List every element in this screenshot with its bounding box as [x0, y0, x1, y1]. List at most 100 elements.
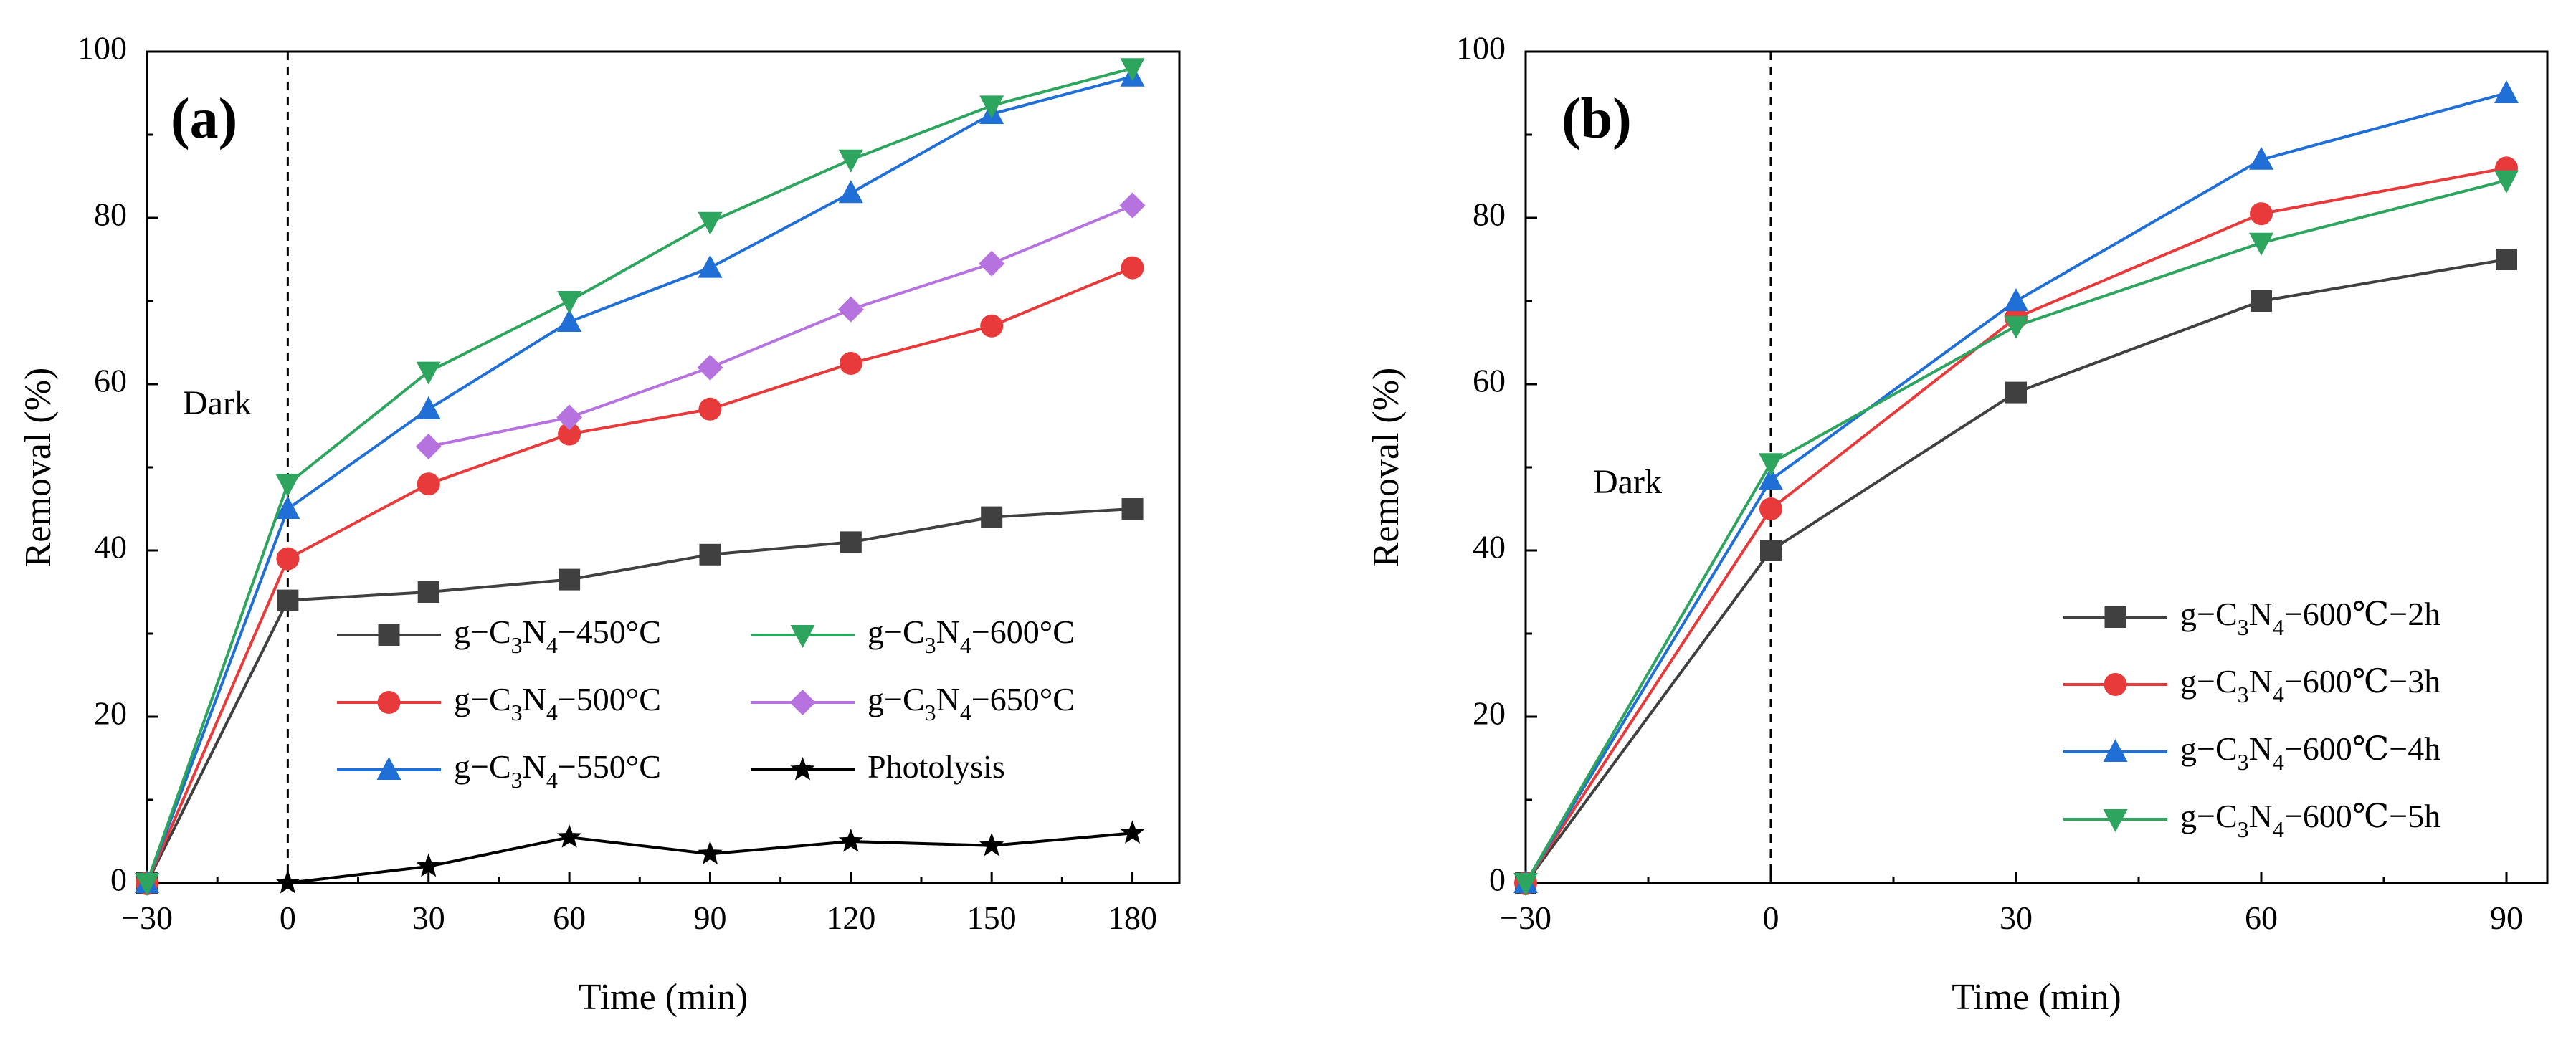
- legend-text: g−C: [2180, 596, 2238, 632]
- legend-label: g−C3N4−650°C: [868, 681, 1075, 726]
- data-point: [1119, 192, 1146, 219]
- legend-marker: [790, 625, 815, 648]
- y-axis-label: Removal (%): [1366, 368, 1407, 568]
- data-point: [2496, 249, 2517, 270]
- series-3: [1513, 80, 2519, 893]
- legend: g−C3N4−450°Cg−C3N4−500°Cg−C3N4−550°Cg−C3…: [337, 614, 1075, 793]
- y-tick-label: 80: [94, 196, 127, 233]
- legend-text: N: [936, 681, 960, 717]
- series-4: [1513, 170, 2519, 896]
- data-point: [1759, 497, 1782, 520]
- legend-text: g−C: [868, 681, 925, 717]
- legend-subscript: 4: [546, 632, 558, 658]
- legend-text: −600°C: [971, 614, 1075, 650]
- legend-text: N: [523, 614, 546, 650]
- legend-label: g−C3N4−600℃−5h: [2180, 798, 2440, 843]
- data-point: [979, 95, 1004, 119]
- x-tick-label: 90: [693, 900, 726, 936]
- legend-marker: [2104, 606, 2126, 628]
- data-point: [2004, 288, 2028, 311]
- legend-text: N: [2249, 798, 2273, 834]
- legend-marker: [378, 624, 400, 646]
- legend-text: −600℃−4h: [2284, 730, 2440, 767]
- data-point: [275, 474, 300, 497]
- legend-text: g−C: [2180, 798, 2238, 834]
- series-line: [1524, 166, 2507, 884]
- legend-subscript: 4: [960, 632, 971, 658]
- data-point: [416, 361, 441, 385]
- legend-marker: [376, 757, 401, 780]
- series-line: [146, 507, 1133, 884]
- legend-text: −600℃−5h: [2284, 798, 2440, 834]
- data-point: [275, 870, 300, 894]
- data-point: [1120, 58, 1145, 82]
- plot-frame: [146, 50, 1181, 884]
- x-tick-label: 120: [826, 900, 875, 936]
- data-point: [416, 853, 441, 877]
- legend-text: N: [2249, 730, 2273, 767]
- legend-subscript: 3: [2238, 682, 2249, 707]
- legend-label: g−C3N4−500°C: [454, 681, 661, 726]
- data-point: [699, 543, 721, 566]
- y-tick-label: 60: [94, 363, 127, 399]
- legend-marker: [377, 691, 401, 714]
- series-2: [1514, 156, 2518, 895]
- data-point: [2494, 80, 2519, 103]
- legend-entry: g−C3N4−600℃−5h: [2063, 798, 2440, 843]
- data-point: [417, 581, 439, 603]
- data-point: [839, 352, 862, 375]
- data-point: [698, 254, 723, 278]
- legend-marker: [2103, 739, 2128, 762]
- data-point: [1120, 820, 1145, 844]
- data-point: [135, 873, 159, 896]
- data-point: [1121, 498, 1144, 520]
- legend-text: g−C: [454, 614, 511, 650]
- legend-marker: [2104, 673, 2127, 696]
- x-axis-label: Time (min): [579, 977, 748, 1018]
- panel-label: (b): [1562, 87, 1632, 151]
- data-point: [2251, 290, 2272, 312]
- series-5: [415, 192, 1146, 459]
- data-point: [417, 472, 440, 496]
- legend-subscript: 4: [2273, 614, 2284, 640]
- data-point: [275, 496, 300, 519]
- series-line: [1524, 178, 2507, 884]
- x-tick-label: 0: [1763, 900, 1779, 936]
- series-line: [146, 75, 1133, 884]
- data-point: [276, 547, 300, 571]
- x-tick-label: 0: [280, 900, 296, 936]
- data-point: [838, 180, 863, 204]
- x-tick-label: 60: [553, 900, 586, 936]
- data-point: [698, 841, 723, 864]
- x-tick-label: 30: [412, 900, 445, 936]
- legend-subscript: 3: [2238, 749, 2249, 775]
- x-tick-label: 150: [967, 900, 1017, 936]
- legend-entry: g−C3N4−650°C: [751, 681, 1075, 726]
- x-axis-label: Time (min): [1952, 977, 2121, 1018]
- legend-subscript: 3: [511, 700, 523, 725]
- data-point: [840, 531, 862, 553]
- legend-text: g−C: [454, 681, 511, 717]
- legend-subscript: 4: [2273, 816, 2284, 842]
- legend-label: g−C3N4−450°C: [454, 614, 661, 659]
- series-line: [1524, 258, 2507, 884]
- legend-text: −450°C: [558, 614, 661, 650]
- data-point: [1760, 540, 1782, 561]
- legend-marker: [2103, 809, 2128, 832]
- legend-text: g−C: [2180, 663, 2238, 700]
- y-tick-label: 80: [1473, 196, 1506, 233]
- data-point: [559, 568, 581, 591]
- data-point: [2494, 170, 2519, 194]
- legend-entry: g−C3N4−600°C: [751, 614, 1075, 658]
- data-point: [277, 589, 299, 611]
- legend-subscript: 4: [546, 700, 558, 725]
- legend-entry: g−C3N4−600℃−2h: [2063, 596, 2440, 640]
- series-line: [146, 266, 1133, 884]
- legend-text: −550°C: [558, 748, 661, 785]
- legend-label: Photolysis: [868, 748, 1005, 785]
- data-point: [556, 404, 583, 431]
- dark-annotation: Dark: [183, 384, 252, 422]
- series-line: [146, 67, 1133, 884]
- legend-entry: g−C3N4−550°C: [337, 748, 661, 793]
